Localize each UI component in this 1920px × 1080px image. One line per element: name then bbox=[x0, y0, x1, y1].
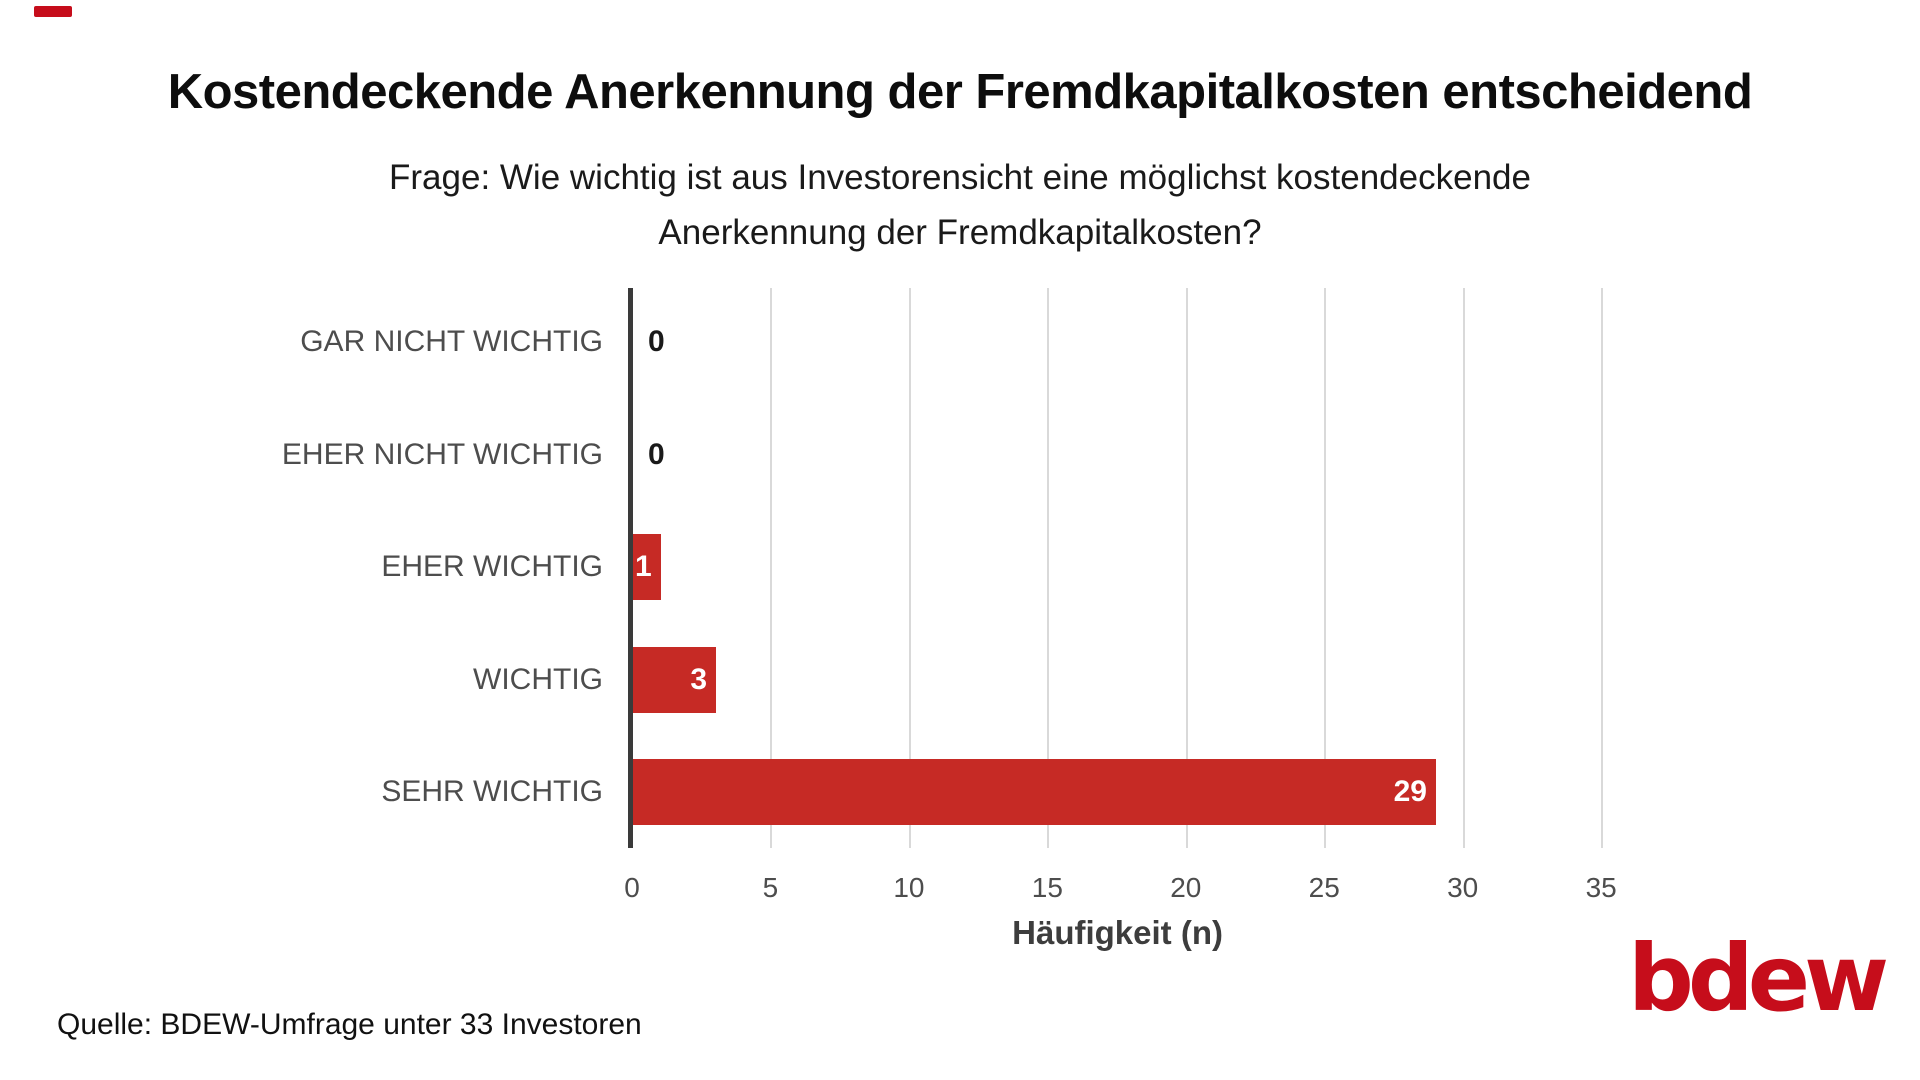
gridline bbox=[1324, 288, 1327, 848]
bar: 3 bbox=[633, 646, 717, 713]
zero-value-label: 0 bbox=[648, 325, 665, 358]
x-tick-label: 20 bbox=[1170, 872, 1202, 903]
category-label: EHER WICHTIG bbox=[381, 550, 603, 583]
category-label: EHER NICHT WICHTIG bbox=[281, 437, 603, 471]
category-label: GAR NICHT WICHTIG bbox=[300, 325, 603, 358]
x-axis-title: Häufigkeit (n) bbox=[1012, 914, 1223, 951]
bdew-logo: bdew bbox=[1628, 925, 1889, 1032]
zero-value-label: 0 bbox=[648, 437, 665, 471]
chart-subtitle-line-1: Frage: Wie wichtig ist aus Investorensic… bbox=[389, 158, 1531, 197]
bar: 1 bbox=[633, 534, 661, 600]
x-tick-label: 5 bbox=[762, 872, 779, 903]
bar-value-label: 1 bbox=[635, 550, 652, 583]
gridline bbox=[1185, 288, 1188, 848]
y-axis-line bbox=[628, 288, 633, 848]
x-tick-label: 15 bbox=[1031, 872, 1063, 903]
x-tick-label: 10 bbox=[893, 872, 925, 903]
gridline bbox=[1462, 288, 1465, 848]
gridline bbox=[1047, 288, 1050, 848]
source-note: Quelle: BDEW-Umfrage unter 33 Investoren bbox=[57, 1008, 642, 1041]
x-tick-label: 0 bbox=[624, 872, 640, 903]
gridline bbox=[1601, 288, 1604, 848]
chart-subtitle: Frage: Wie wichtig ist aus Investorensic… bbox=[0, 150, 1920, 260]
bar: 29 bbox=[633, 759, 1436, 825]
x-tick-label: 35 bbox=[1585, 872, 1617, 903]
category-label: WICHTIG bbox=[473, 662, 603, 696]
category-label: SEHR WICHTIG bbox=[381, 775, 603, 808]
bar-value-label: 3 bbox=[690, 662, 708, 696]
x-tick-label: 25 bbox=[1308, 872, 1340, 903]
brand-dash bbox=[34, 6, 72, 17]
x-tick-label: 30 bbox=[1447, 872, 1479, 903]
chart-subtitle-line-2: Anerkennung der Fremdkapitalkosten? bbox=[658, 213, 1262, 252]
gridline bbox=[770, 288, 773, 848]
page-title: Kostendeckende Anerkennung der Fremdkapi… bbox=[167, 65, 1753, 119]
bar-value-label: 29 bbox=[1393, 775, 1427, 808]
gridline bbox=[908, 288, 911, 848]
